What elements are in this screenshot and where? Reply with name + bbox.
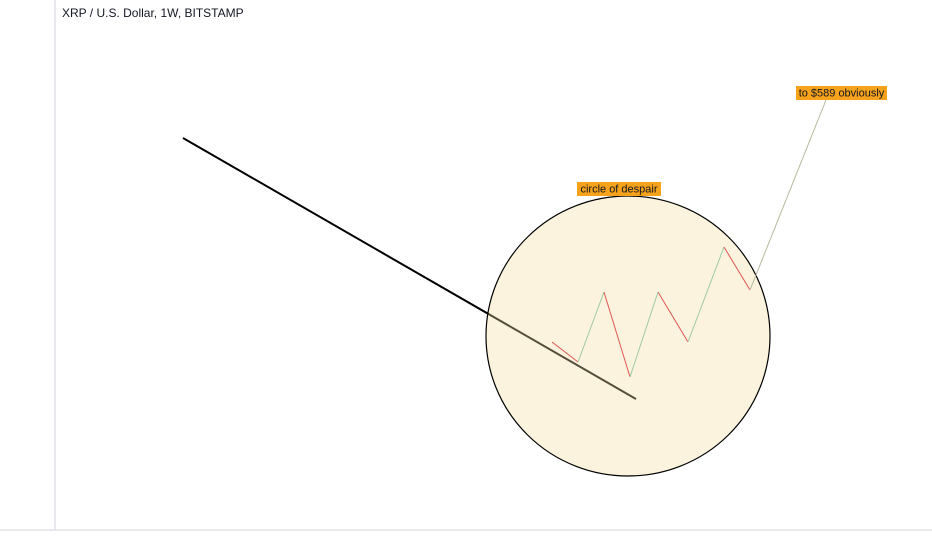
- annotation: circle of despair: [580, 183, 657, 195]
- circle-drawing: [485, 195, 771, 477]
- arrow-up: [629, 291, 659, 378]
- arrow-up: [577, 291, 605, 363]
- drawings: circle of despair to $589 obviously: [182, 86, 887, 477]
- arrow-up: [687, 246, 725, 343]
- projection-arrows: [551, 99, 827, 378]
- arrow-down: [603, 291, 631, 378]
- annotation-box: [796, 86, 887, 100]
- annotation-box: [577, 182, 661, 196]
- chart-title: XRP / U.S. Dollar, 1W, BITSTAMP: [62, 6, 244, 20]
- arrow-up: [749, 99, 827, 291]
- trend-line: [182, 137, 637, 400]
- annotation: to $589 obviously: [799, 87, 885, 99]
- arrow-down: [657, 291, 689, 343]
- arrow-down: [723, 246, 751, 291]
- arrow-down: [551, 341, 579, 363]
